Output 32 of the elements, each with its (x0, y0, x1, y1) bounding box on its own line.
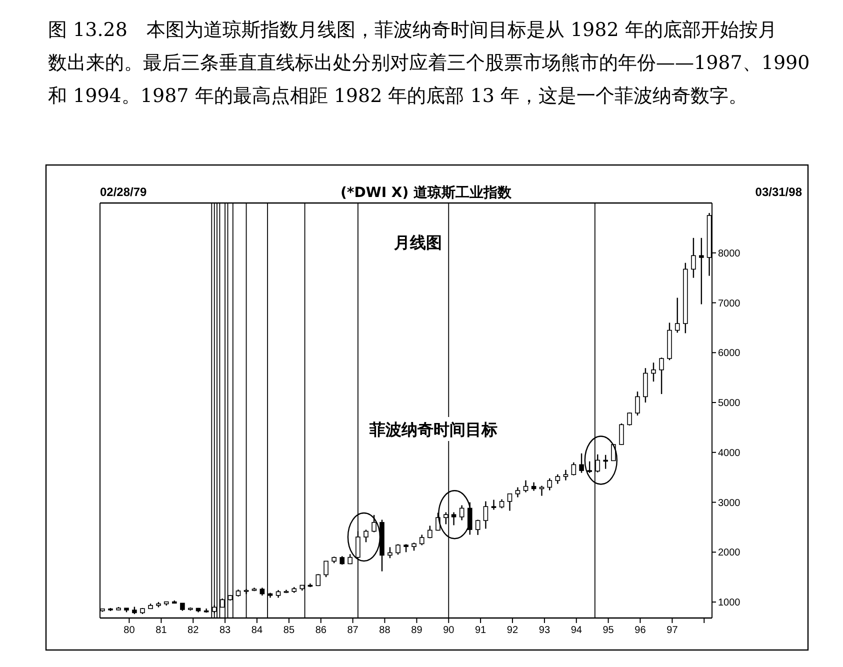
caption: 图 13.28 本图为道琼斯指数月线图，菲波纳奇时间目标是从 1982 年的底部开始按月数出来的。最后三条垂直直线标出处分别对应着三个股票市场熊市的年份——1987、1990 和 1994。1987 年的最高点相距 1982 年的底部 13 年，这是一个菲波纳奇数字。 (48, 19, 810, 107)
x-tick-label: 85 (283, 625, 295, 636)
x-tick-label: 93 (538, 625, 550, 636)
x-tick-label: 94 (570, 625, 582, 636)
x-tick-label: 90 (443, 625, 455, 636)
x-tick-label: 89 (411, 625, 423, 636)
x-tick-label: 88 (379, 625, 391, 636)
x-tick-label: 81 (156, 625, 168, 636)
x-tick-label: 80 (124, 625, 136, 636)
y-tick-label: 1000 (718, 598, 741, 609)
text: 02/28/79 (100, 185, 148, 199)
x-tick-label: 96 (634, 625, 646, 636)
x-tick-label: 83 (219, 625, 232, 636)
x-tick-label: 92 (506, 625, 518, 636)
x-tick-label: 95 (602, 625, 614, 636)
y-tick-label: 6000 (718, 348, 741, 360)
x-tick-label: 82 (188, 625, 200, 636)
text: 03/31/98 (755, 185, 802, 199)
x-tick-label: 97 (666, 625, 678, 636)
x-tick-label: 91 (474, 625, 487, 636)
y-tick-label: 4000 (718, 448, 741, 459)
x-tick-label: 87 (347, 625, 359, 636)
annotation: 月线图 (392, 233, 442, 252)
y-tick-label: 2000 (718, 548, 741, 559)
y-tick-label: 7000 (718, 298, 741, 310)
annotation: 菲波纳奇时间目标 (368, 420, 498, 439)
chart-title: (*DWI X) 道琼斯工业指数 (340, 184, 512, 201)
y-tick-label: 8000 (718, 248, 741, 260)
x-tick-label: 84 (251, 625, 263, 636)
x-tick-label: 86 (315, 625, 327, 636)
y-tick-label: 5000 (718, 398, 741, 410)
y-tick-label: 3000 (718, 498, 741, 509)
